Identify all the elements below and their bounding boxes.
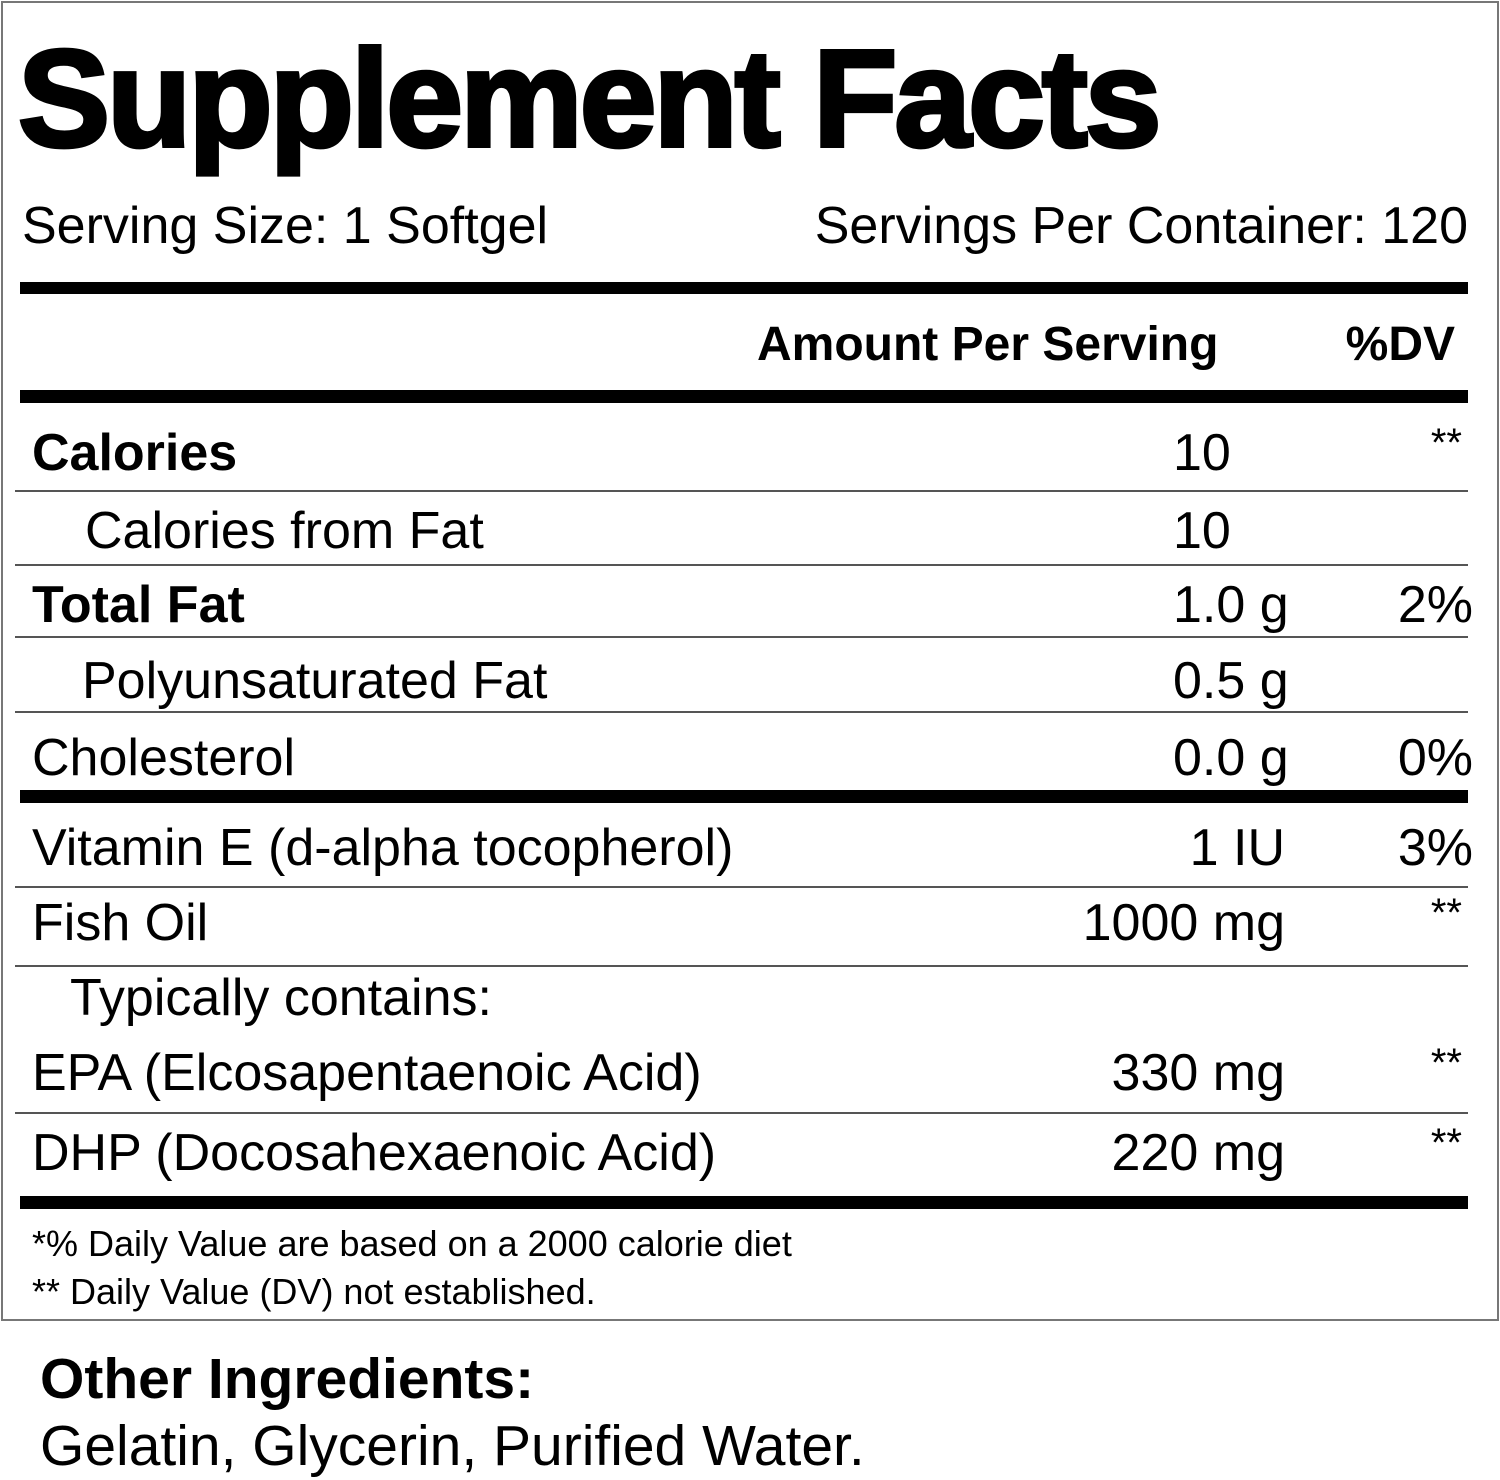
footnote: *% Daily Value are based on a 2000 calor…: [32, 1223, 792, 1264]
nutrient-name: Polyunsaturated Fat: [82, 652, 548, 710]
other-ingredients-text: Gelatin, Glycerin, Purified Water.: [40, 1414, 865, 1478]
amount: 1 IU: [1190, 819, 1285, 877]
amount: 1.0 g: [1173, 576, 1289, 634]
amount: 330 mg: [1112, 1044, 1285, 1102]
label-title: Supplement Facts: [18, 22, 1159, 176]
nutrient-name: Calories from Fat: [85, 502, 484, 560]
amount: 1000 mg: [1083, 894, 1285, 952]
nutrient-name: Typically contains:: [70, 969, 492, 1027]
dv-header: %DV: [1346, 318, 1455, 371]
amount: 10: [1173, 424, 1231, 482]
label-border: [1, 1, 1499, 1321]
daily-value: **: [1431, 891, 1462, 935]
servings-per-container: Servings Per Container: 120: [815, 197, 1468, 255]
nutrient-name: Fish Oil: [32, 894, 208, 952]
nutrient-name: DHP (Docosahexaenoic Acid): [32, 1124, 716, 1182]
amount: 0.0 g: [1173, 729, 1289, 787]
nutrient-name: Total Fat: [32, 576, 245, 634]
nutrient-name: Vitamin E (d-alpha tocopherol): [32, 819, 733, 877]
amount: 220 mg: [1112, 1124, 1285, 1182]
daily-value: **: [1431, 1121, 1462, 1165]
serving-size: Serving Size: 1 Softgel: [22, 197, 548, 255]
daily-value: 0%: [1398, 729, 1473, 787]
divider: [20, 1196, 1468, 1209]
amount: 10: [1173, 502, 1231, 560]
divider: [20, 282, 1468, 294]
nutrient-name: Calories: [32, 424, 237, 482]
daily-value: 2%: [1398, 576, 1473, 634]
daily-value: 3%: [1398, 819, 1473, 877]
footnote: ** Daily Value (DV) not established.: [32, 1271, 596, 1312]
nutrient-name: EPA (Elcosapentaenoic Acid): [32, 1044, 702, 1102]
amount-header: Amount Per Serving: [757, 318, 1218, 371]
amount: 0.5 g: [1173, 652, 1289, 710]
other-ingredients-title: Other Ingredients:: [40, 1347, 534, 1411]
divider: [20, 390, 1468, 403]
nutrient-name: Cholesterol: [32, 729, 295, 787]
daily-value: **: [1431, 421, 1462, 465]
daily-value: **: [1431, 1041, 1462, 1085]
divider: [20, 790, 1468, 803]
